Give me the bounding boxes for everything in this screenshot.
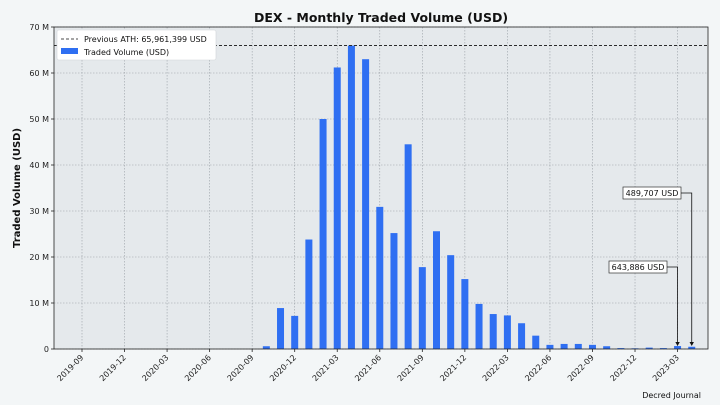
annotation-arrow-line xyxy=(667,266,678,343)
footer-credit: Decred Journal xyxy=(642,391,701,400)
y-axis: 0 10 M 20 M 30 M 40 M 50 M 60 M 70 M xyxy=(29,23,54,354)
bar-2021-05 xyxy=(362,59,370,349)
y-tick-label: 70 M xyxy=(29,23,49,32)
x-tick-label: 2020-09 xyxy=(226,353,256,383)
y-tick-label: 10 M xyxy=(29,299,49,308)
y-tick-label: 20 M xyxy=(29,253,49,262)
bar-2021-03 xyxy=(333,67,341,349)
x-tick-label: 2020-03 xyxy=(140,353,170,383)
legend: Previous ATH: 65,961,399 USD Traded Volu… xyxy=(56,29,217,61)
x-axis: 2019-09 2019-12 2020-03 2020-06 2020-09 2020-… xyxy=(55,349,681,383)
x-tick-label: 2021-03 xyxy=(311,353,341,383)
legend-ath-label: Previous ATH: 65,961,399 USD xyxy=(84,35,207,44)
bar-2022-02 xyxy=(489,314,497,349)
y-tick-label: 60 M xyxy=(29,69,49,78)
bars xyxy=(262,45,696,349)
bar-2023-03 xyxy=(674,346,682,349)
x-tick-label: 2023-03 xyxy=(651,353,681,383)
annotations: 643,886 USD 489,707 USD xyxy=(608,186,694,346)
bar-2020-11 xyxy=(277,308,285,349)
bar-2020-12 xyxy=(291,315,299,349)
bar-2021-01 xyxy=(305,239,313,349)
bar-2022-06 xyxy=(546,344,554,349)
bar-2023-04 xyxy=(688,346,696,349)
annotation-label: 489,707 USD xyxy=(626,189,679,198)
legend-box xyxy=(56,29,217,61)
x-tick-label: 2022-06 xyxy=(523,353,553,383)
annotation-arrow-head xyxy=(689,342,694,346)
x-tick-label: 2020-12 xyxy=(268,353,298,383)
x-tick-label: 2021-06 xyxy=(353,353,383,383)
legend-volume-swatch xyxy=(61,48,78,54)
bar-2022-04 xyxy=(518,323,526,349)
x-tick-label: 2021-12 xyxy=(438,353,468,383)
x-tick-label: 2022-09 xyxy=(566,353,596,383)
bar-2022-05 xyxy=(532,335,540,349)
bar-2021-09 xyxy=(418,267,426,349)
y-axis-label: Traded Volume (USD) xyxy=(12,128,23,248)
annotation-arrow-line xyxy=(681,192,693,343)
x-tick-label: 2020-06 xyxy=(183,353,213,383)
plot-frame xyxy=(53,26,709,350)
bar-2021-02 xyxy=(319,119,327,349)
x-tick-label: 2021-09 xyxy=(396,353,426,383)
chart-title: DEX - Monthly Traded Volume (USD) xyxy=(254,10,508,25)
bar-2021-08 xyxy=(404,144,412,349)
bar-2021-04 xyxy=(347,45,355,349)
x-tick-label: 2022-12 xyxy=(608,353,638,383)
bar-2021-07 xyxy=(390,233,398,349)
bar-2022-11 xyxy=(617,348,625,349)
bar-2021-11 xyxy=(447,255,455,349)
bar-2023-01 xyxy=(645,347,653,349)
annotation-label: 643,886 USD xyxy=(612,263,665,272)
y-tick-label: 30 M xyxy=(29,207,49,216)
bar-2020-10 xyxy=(262,346,270,349)
x-tick-label: 2019-09 xyxy=(55,353,85,383)
bar-2022-03 xyxy=(503,315,511,349)
y-tick-label: 0 xyxy=(44,345,49,354)
bar-2023-02 xyxy=(659,348,667,349)
x-tick-label: 2022-03 xyxy=(481,353,511,383)
annotation-arrow-head xyxy=(675,342,680,346)
bar-2022-01 xyxy=(475,303,483,349)
x-tick-label: 2019-12 xyxy=(98,353,128,383)
bar-2022-10 xyxy=(603,346,611,349)
legend-volume-label: Traded Volume (USD) xyxy=(83,48,169,57)
y-tick-label: 50 M xyxy=(29,115,49,124)
bar-2021-10 xyxy=(433,231,440,349)
y-tick-label: 40 M xyxy=(29,161,49,170)
bar-2022-08 xyxy=(574,343,582,349)
bar-2022-09 xyxy=(588,344,596,349)
bar-2022-07 xyxy=(560,343,568,349)
bar-2021-06 xyxy=(376,206,384,349)
bar-2021-12 xyxy=(461,279,469,349)
